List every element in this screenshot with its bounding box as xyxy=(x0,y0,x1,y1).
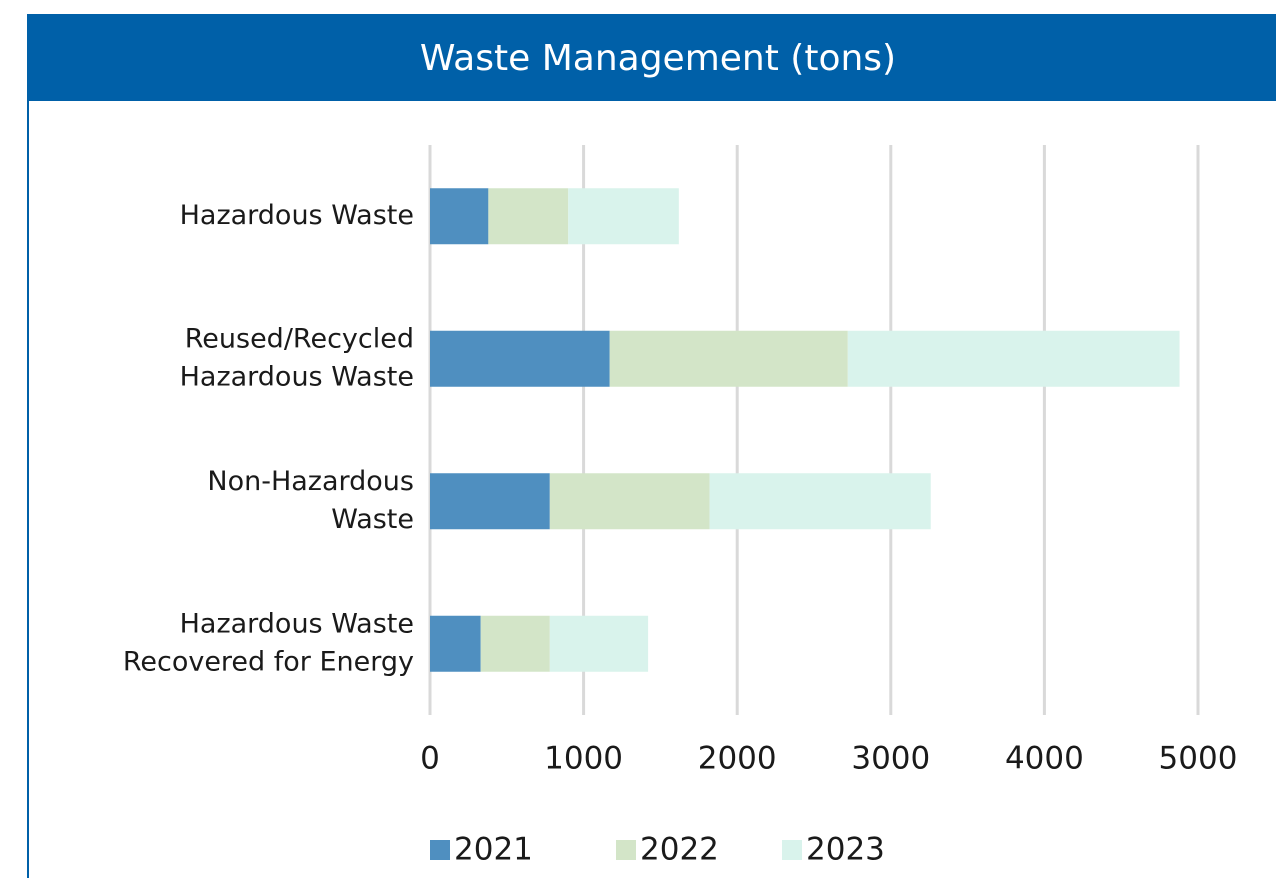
legend-label: 2023 xyxy=(806,832,885,868)
x-tick-label: 0 xyxy=(420,741,440,777)
x-tick-label: 4000 xyxy=(1005,741,1084,777)
y-tick-label: Hazardous Waste xyxy=(180,608,414,639)
legend-swatch xyxy=(616,840,636,860)
bar-segment xyxy=(709,473,931,530)
x-tick-label: 2000 xyxy=(698,741,777,777)
y-tick-label: Non-Hazardous xyxy=(207,466,414,497)
bar-segment xyxy=(430,330,610,387)
legend-swatch xyxy=(782,840,802,860)
bar-segment xyxy=(430,188,489,245)
y-tick-label: Recovered for Energy xyxy=(123,646,414,677)
y-tick-label: Hazardous Waste xyxy=(180,200,414,231)
legend-label: 2021 xyxy=(454,832,533,868)
bar-segment xyxy=(609,330,848,387)
x-tick-label: 5000 xyxy=(1159,741,1238,777)
legend-swatch xyxy=(430,840,450,860)
bar-segment xyxy=(488,188,569,245)
bar-segment xyxy=(568,188,679,245)
bar-segment xyxy=(430,473,550,530)
bar-segment xyxy=(847,330,1180,387)
bar-segment xyxy=(480,615,550,672)
x-tick-label: 3000 xyxy=(851,741,930,777)
y-tick-label: Waste xyxy=(331,504,414,535)
bar-segment xyxy=(549,473,710,530)
legend-label: 2022 xyxy=(640,832,719,868)
x-tick-label: 1000 xyxy=(544,741,623,777)
chart-title: Waste Management (tons) xyxy=(420,38,896,79)
header xyxy=(28,15,1276,101)
y-tick-label: Reused/Recycled xyxy=(185,323,414,354)
bar-segment xyxy=(430,615,481,672)
frame xyxy=(27,14,1276,878)
bar-segment xyxy=(549,615,649,672)
y-tick-label: Hazardous Waste xyxy=(180,361,414,392)
